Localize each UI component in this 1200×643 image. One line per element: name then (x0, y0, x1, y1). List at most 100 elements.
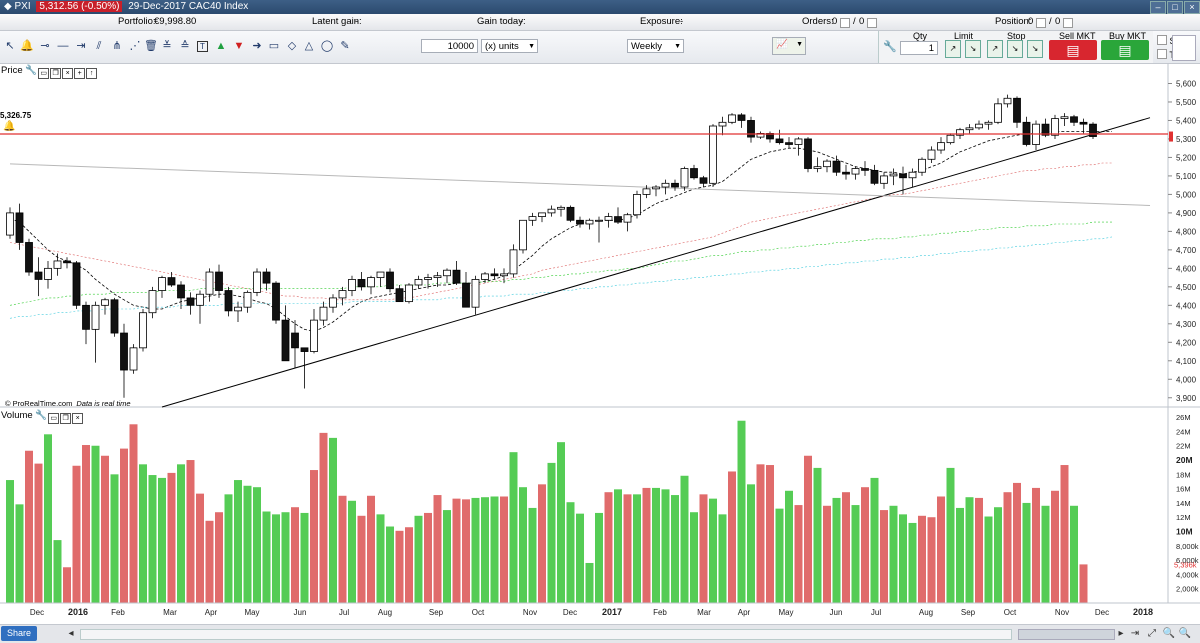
position-checkbox-2-icon[interactable] (1061, 17, 1073, 33)
volume-tick-label: 16M (1176, 485, 1191, 494)
buy-mkt-button[interactable]: ▤ (1101, 40, 1149, 60)
volume-bar (699, 494, 708, 603)
triangle-icon[interactable]: △ (304, 40, 314, 52)
ray-icon[interactable]: ⇥ (76, 40, 86, 52)
time-tick-label: Jul (871, 608, 881, 617)
order-side-panel[interactable] (1172, 35, 1196, 61)
volume-bar (63, 567, 71, 603)
candle-body (262, 271, 271, 284)
volume-copy-icon[interactable]: ❐ (60, 413, 72, 424)
units-select[interactable]: (x) units ▼ (481, 39, 538, 53)
price-level-line[interactable] (0, 131, 1173, 142)
buy-arrow-icon[interactable]: ▲ (215, 40, 227, 52)
price-move-icon[interactable]: ↑ (86, 68, 98, 79)
fan-icon[interactable]: ⋰ (129, 40, 141, 52)
trendlines[interactable] (9, 117, 1151, 408)
text-tool-icon[interactable]: T (197, 41, 208, 52)
price-copy-icon[interactable]: ❐ (50, 68, 62, 79)
qty-input[interactable]: 1 (900, 41, 938, 55)
minimize-icon[interactable]: – (1150, 1, 1166, 14)
pitchfork-icon[interactable]: ⋔ (112, 40, 122, 52)
scroll-right-icon[interactable]: ▸ (1118, 628, 1124, 639)
volume-tick-label: 12M (1176, 513, 1191, 522)
pencil-icon[interactable]: ✎ (340, 40, 350, 52)
scroll-end-icon[interactable]: ⇥ (1130, 628, 1140, 639)
candle-body (300, 347, 309, 352)
volume-bar (158, 477, 166, 603)
orders-checkbox-2-icon[interactable] (865, 17, 877, 33)
volume-window-icon[interactable]: ▭ (48, 413, 60, 424)
candle-body (908, 171, 917, 179)
volume-bar (927, 517, 936, 603)
app-logo-icon: ◆ (4, 1, 12, 12)
candle-body (804, 138, 812, 169)
rectangle-icon[interactable]: ▭ (268, 40, 280, 52)
price-alert-bell-icon[interactable]: 🔔 (3, 120, 15, 132)
candle-body (927, 149, 936, 160)
candle-body (196, 293, 204, 306)
wrench-icon[interactable]: 🔧 (883, 41, 897, 53)
quantity-input[interactable]: 10000 (421, 39, 478, 53)
volume-bar (215, 512, 223, 603)
volume-bar (167, 472, 176, 603)
volume-settings-wrench-icon[interactable]: 🔧 (35, 410, 48, 421)
zoom-fit-icon[interactable]: ⤢ (1148, 628, 1156, 639)
stop-extra-button[interactable]: ↘ (1027, 40, 1043, 58)
chart-type-select[interactable]: 📈 ▼ (772, 37, 806, 55)
trash-icon[interactable]: 🗑 (144, 40, 158, 52)
horizontal-scrollbar[interactable] (80, 629, 1012, 640)
price-tick-label: 5,600 (1176, 79, 1197, 88)
segment-icon[interactable]: — (57, 40, 69, 52)
candle-body (566, 206, 575, 221)
limit-buy-button[interactable]: ↗ (945, 40, 961, 58)
right-arrow-icon[interactable]: ➜ (252, 40, 262, 52)
polygon-icon[interactable]: ◇ (287, 40, 297, 52)
stop-sell-button[interactable]: ↘ (1007, 40, 1023, 58)
position-separator: / (1049, 16, 1052, 27)
fibonacci-icon[interactable]: ≚ (162, 40, 172, 52)
stop-buy-button[interactable]: ↗ (987, 40, 1003, 58)
moving-averages (9, 131, 1113, 332)
zoom-in-icon[interactable]: 🔍 (1178, 628, 1192, 639)
stop-label: Stop (1007, 31, 1026, 41)
pointer-icon[interactable]: ↖ (5, 40, 15, 52)
sell-arrow-icon[interactable]: ▼ (233, 40, 245, 52)
fib-fan-icon[interactable]: ≙ (180, 40, 190, 52)
volume-close-icon[interactable]: × (72, 413, 84, 424)
volume-bar (737, 420, 746, 603)
price-add-indicator-icon[interactable]: + (74, 68, 86, 79)
maximize-icon[interactable]: □ (1167, 1, 1183, 14)
candle-body (500, 273, 508, 277)
price-close-icon[interactable]: × (62, 68, 74, 79)
current-volume-label: 5,396k (1174, 560, 1197, 569)
zoom-out-icon[interactable]: 🔍 (1162, 628, 1176, 639)
scroll-left-icon[interactable]: ◂ (68, 628, 74, 639)
price-window-icon[interactable]: ▭ (38, 68, 50, 79)
alert-bell-icon[interactable]: 🔔 (20, 40, 34, 52)
limit-sell-button[interactable]: ↘ (965, 40, 981, 58)
time-tick-label: Aug (378, 608, 392, 617)
volume-bar (243, 485, 252, 603)
ellipse-icon[interactable]: ◯ (320, 40, 334, 52)
candle-body (994, 103, 1002, 123)
close-icon[interactable]: × (1184, 1, 1200, 14)
chart-area[interactable]: 5,600 5,500 5,400 5,300 5,200 5,100 5,000 4,900… (0, 63, 1200, 623)
price-tick-label: 4,900 (1176, 209, 1197, 218)
candle-body (937, 142, 945, 151)
volume-bar (566, 502, 575, 603)
channel-icon[interactable]: ⫽ (96, 40, 102, 52)
candle-body (984, 121, 993, 125)
candle-body (462, 282, 470, 308)
sell-mkt-button[interactable]: ▤ (1049, 40, 1097, 60)
attribution-text: © ProRealTime.com Data is real time (5, 399, 131, 408)
horizontal-line-icon[interactable]: ⊸ (40, 40, 50, 52)
price-settings-wrench-icon[interactable]: 🔧 (25, 65, 38, 76)
scrollbar-thumb[interactable] (1018, 629, 1115, 640)
orders-checkbox-icon[interactable] (838, 17, 850, 33)
time-tick-label: Sep (429, 608, 444, 617)
volume-bar (671, 495, 679, 603)
share-button[interactable]: Share (1, 626, 37, 641)
position-checkbox-icon[interactable] (1034, 17, 1046, 33)
timeframe-select[interactable]: Weekly ▼ (627, 39, 684, 53)
time-tick-label: Mar (697, 608, 711, 617)
